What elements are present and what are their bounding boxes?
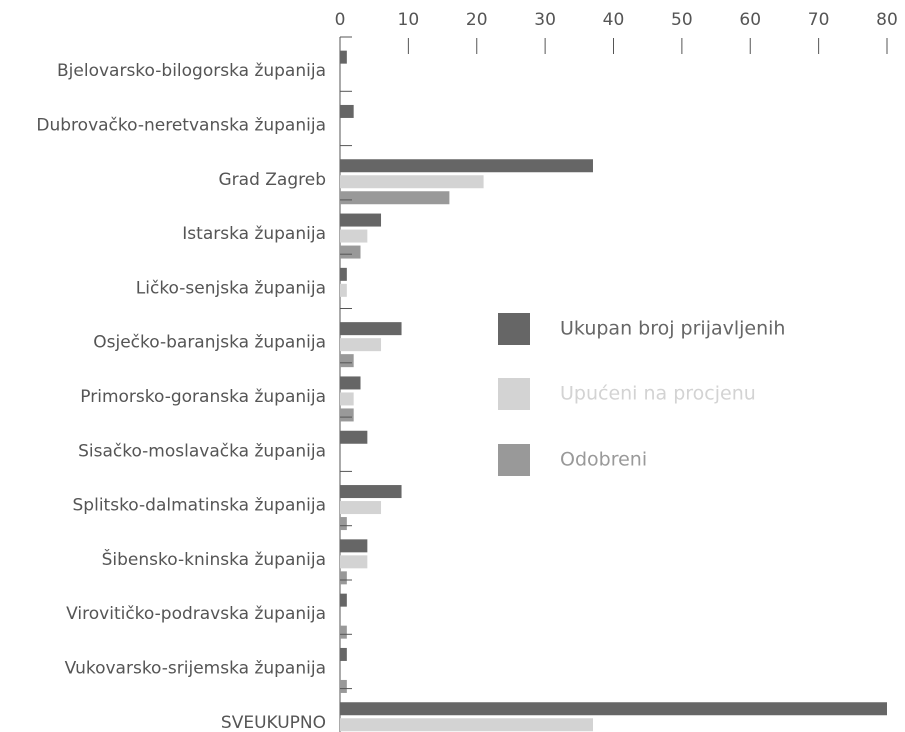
y-tick-label: Primorsko-goranska županija — [80, 387, 326, 407]
x-tick-label: 60 — [739, 10, 761, 30]
bar — [340, 50, 347, 64]
bar — [340, 392, 354, 406]
bar — [340, 679, 347, 693]
bar — [340, 408, 354, 422]
x-tick-label: 40 — [603, 10, 625, 30]
bar — [340, 191, 450, 205]
y-tick-label: Dubrovačko-neretvanska županija — [36, 115, 326, 135]
y-tick-label: Splitsko-dalmatinska županija — [73, 496, 326, 516]
legend-label: Upućeni na procjenu — [560, 383, 756, 405]
bar — [340, 322, 402, 336]
bar — [340, 430, 368, 444]
bar — [340, 501, 382, 515]
bar — [340, 625, 347, 639]
bar — [340, 571, 347, 585]
legend-swatch — [498, 313, 530, 345]
bar — [340, 485, 402, 499]
bar — [340, 338, 382, 352]
y-tick-label: Osječko-baranjska županija — [93, 333, 326, 353]
bar — [340, 159, 593, 173]
x-tick-label: 10 — [398, 10, 420, 30]
bar — [340, 175, 484, 189]
y-tick-label: Ličko-senjska županija — [136, 278, 326, 298]
x-tick-label: 20 — [466, 10, 488, 30]
y-tick-label: Virovitičko-podravska županija — [66, 604, 326, 624]
legend-swatch — [498, 378, 530, 410]
legend-label: Odobreni — [560, 449, 647, 471]
bar — [340, 104, 354, 118]
bar — [340, 376, 361, 390]
bar — [340, 517, 347, 531]
x-tick-label: 80 — [876, 10, 898, 30]
bar — [340, 245, 361, 259]
x-tick-label: 30 — [534, 10, 556, 30]
bar — [340, 354, 354, 368]
x-tick-label: 0 — [335, 10, 346, 30]
y-tick-label: Šibensko-kninska županija — [102, 548, 326, 570]
y-tick-label: Grad Zagreb — [219, 170, 327, 190]
y-tick-label: Istarska županija — [182, 224, 326, 244]
bar — [340, 213, 382, 227]
x-tick-label: 70 — [808, 10, 830, 30]
y-tick-label: SVEUKUPNO — [221, 713, 326, 732]
x-tick-label: 50 — [671, 10, 693, 30]
bar — [340, 718, 593, 732]
y-tick-label: Bjelovarsko-bilogorska županija — [57, 61, 326, 81]
bar — [340, 555, 368, 569]
y-tick-label: Sisačko-moslavačka županija — [78, 441, 326, 461]
bar — [340, 702, 887, 716]
bar — [340, 229, 368, 243]
legend-swatch — [498, 444, 530, 476]
bar — [340, 267, 347, 281]
bar — [340, 283, 347, 297]
bar — [340, 539, 368, 553]
bar — [340, 593, 347, 607]
bar — [340, 647, 347, 661]
legend-label: Ukupan broj prijavljenih — [560, 318, 785, 340]
y-tick-label: Vukovarsko-srijemska županija — [65, 658, 326, 678]
